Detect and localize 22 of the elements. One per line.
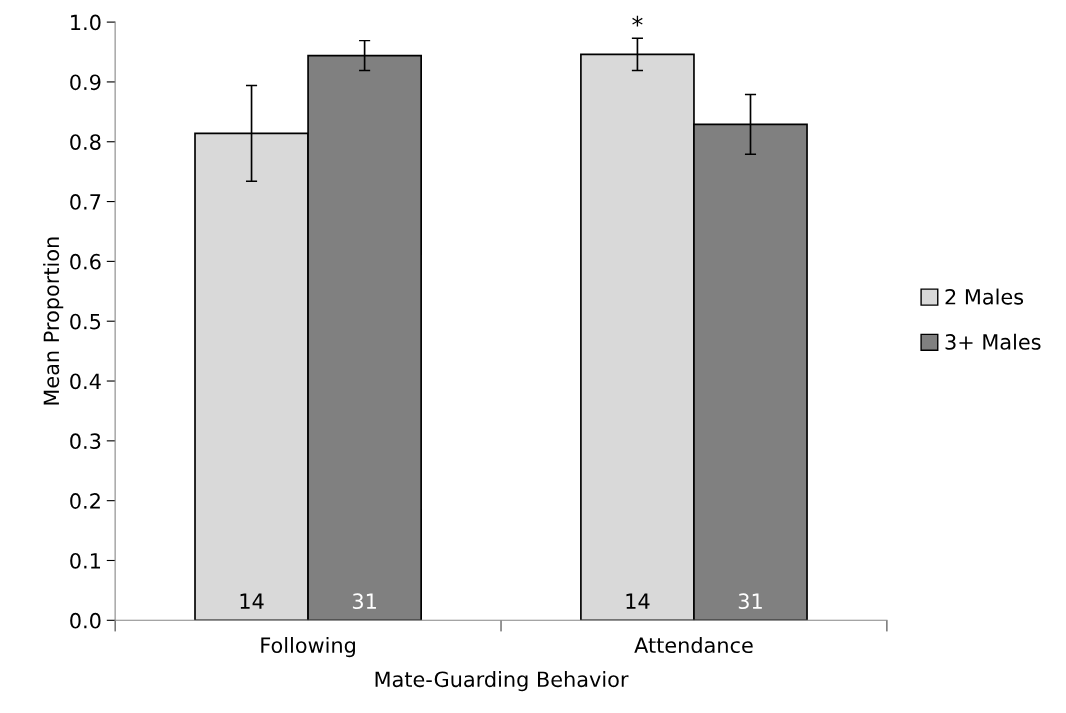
annotation: 31 (738, 593, 762, 610)
y-axis-title: Mean Proportion (43, 237, 64, 405)
annotation: 31 (352, 593, 376, 610)
annotation: 14 (240, 593, 264, 609)
x-axis-title: Mate-Guarding Behavior (375, 671, 629, 692)
annotation: 14 (626, 593, 650, 609)
annotation: * (632, 15, 643, 27)
x-tick-label: Attendance (634, 636, 753, 654)
y-tick-label: 1.0 (71, 14, 101, 31)
y-tick-label: 0.2 (70, 493, 100, 509)
y-tick-label: 0.7 (70, 194, 101, 210)
y-tick-label: 0.5 (70, 313, 101, 330)
y-tick-label: 0.3 (70, 433, 101, 450)
y-tick-label: 0.9 (70, 74, 101, 91)
y-tick-label: 0.4 (70, 373, 101, 390)
legend-label: 3+ Males (945, 333, 1041, 350)
y-tick-label: 0.0 (70, 612, 101, 629)
y-tick-label: 0.8 (70, 134, 101, 150)
x-tick-label: Following (261, 636, 355, 658)
legend-label: 2 Males (945, 288, 1024, 305)
y-tick-label: 0.6 (70, 253, 101, 270)
y-tick-label: 0.1 (70, 552, 101, 569)
